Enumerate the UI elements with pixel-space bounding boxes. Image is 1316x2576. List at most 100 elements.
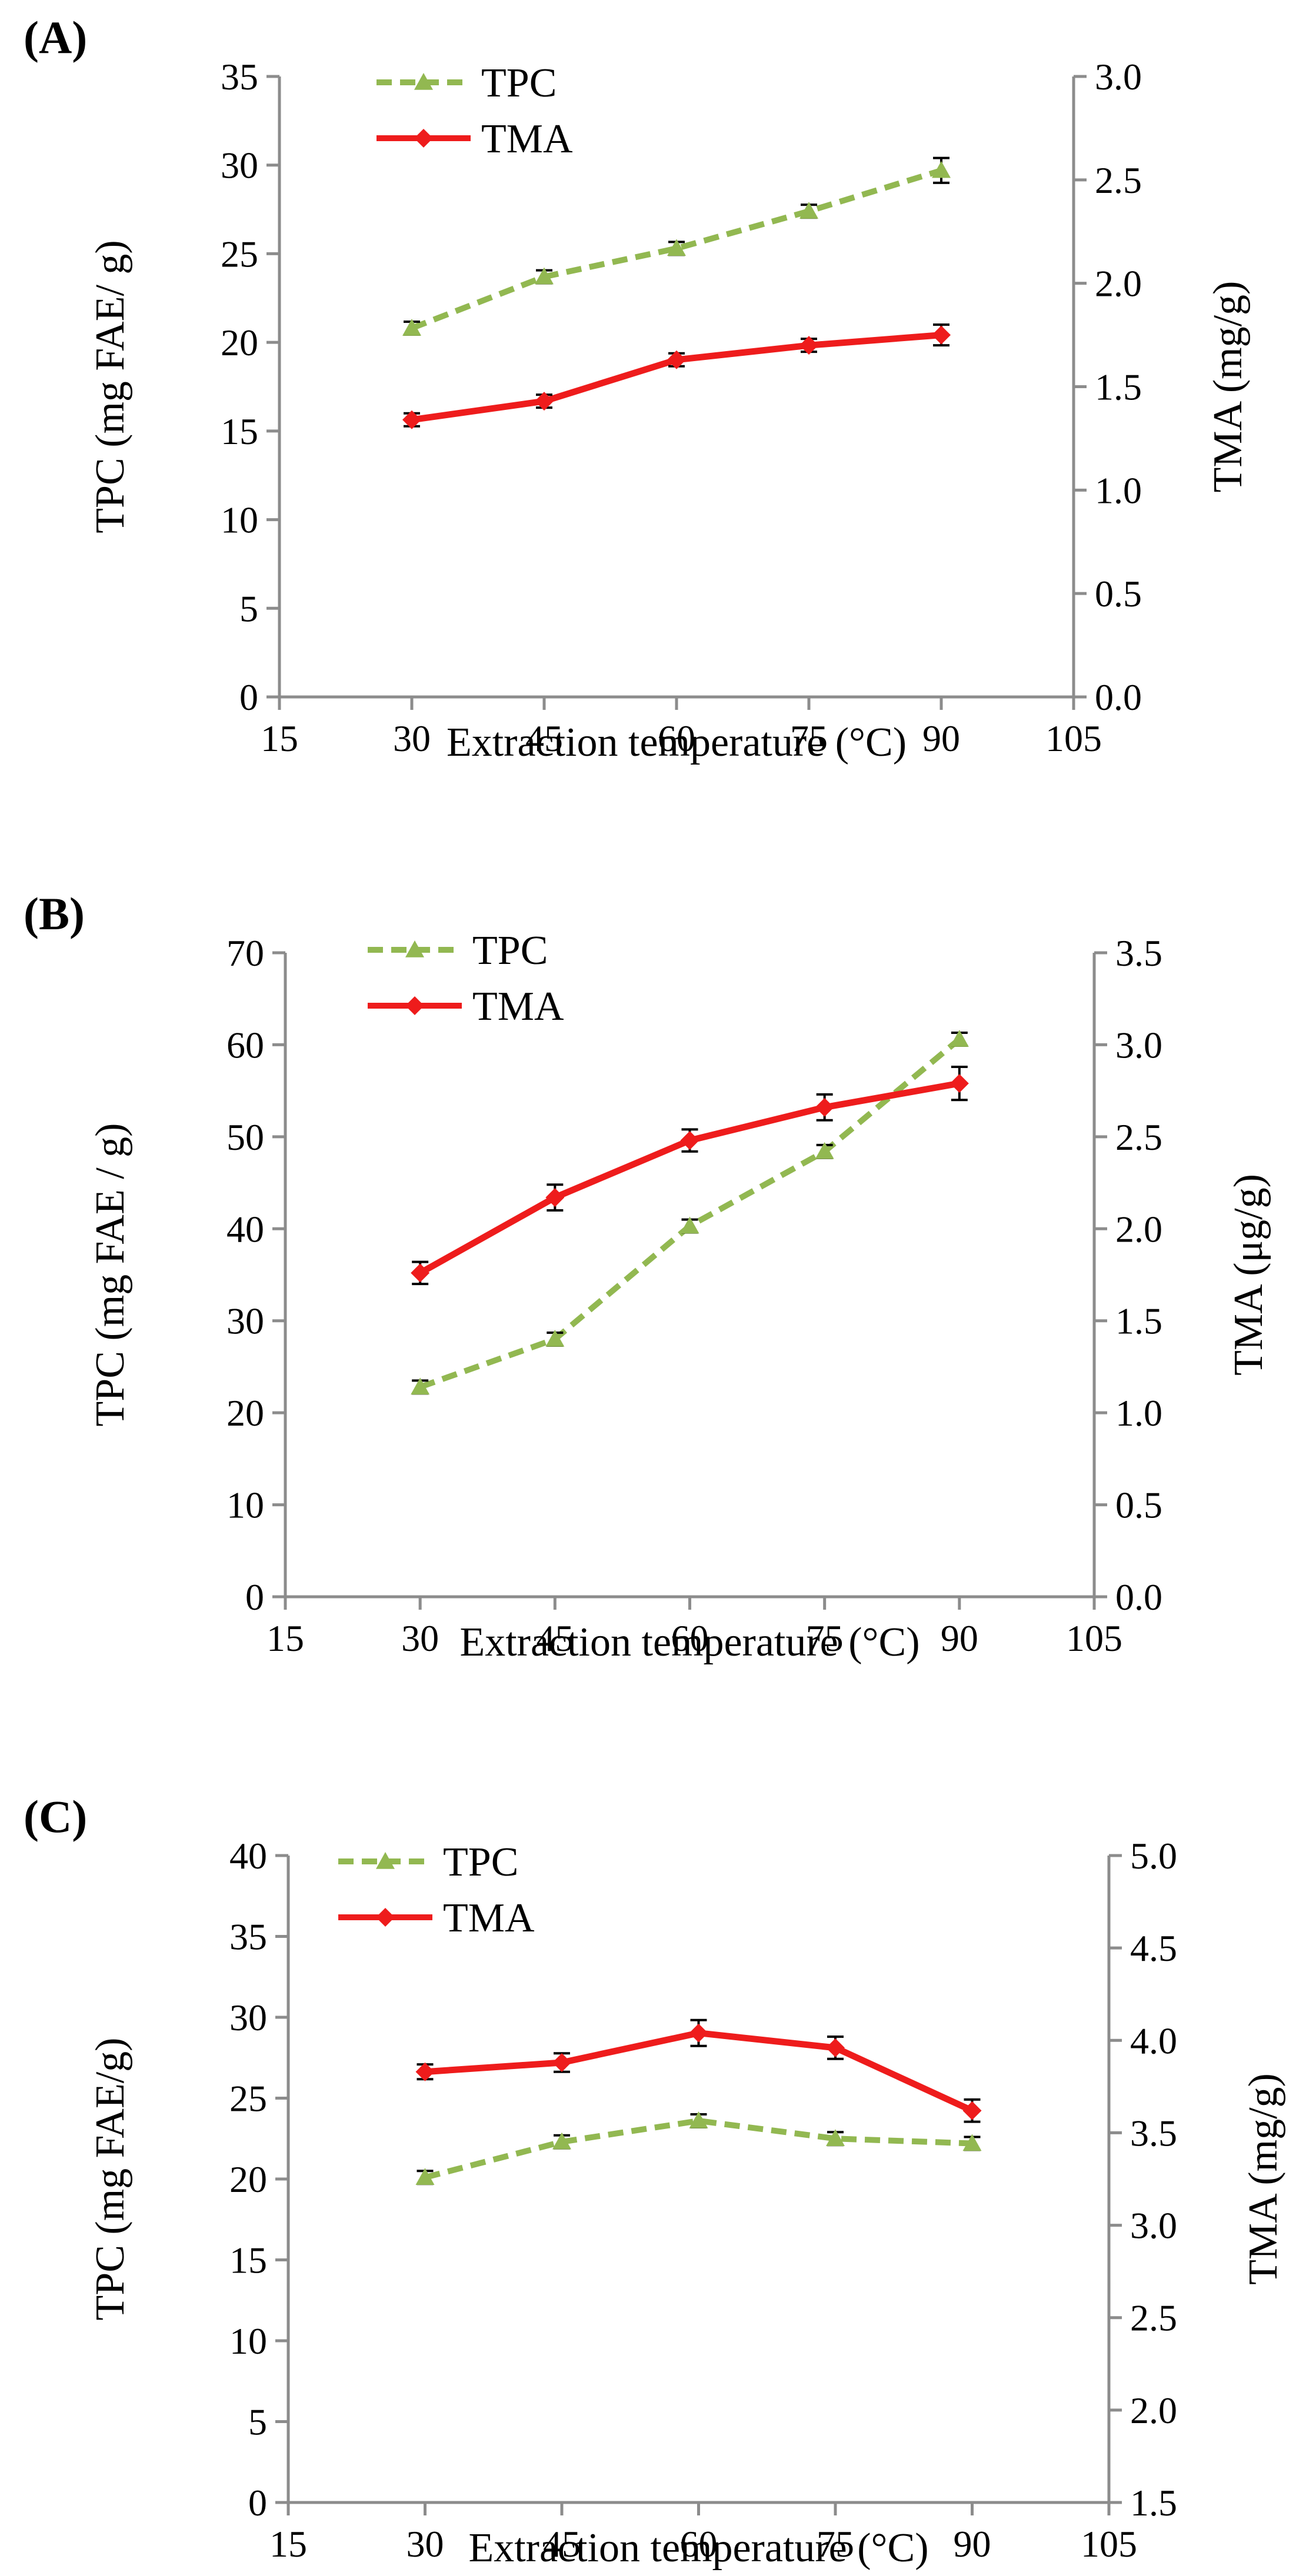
y-tick-label: 35 xyxy=(221,56,258,98)
y-tick-label: 20 xyxy=(229,2158,267,2200)
y2-axis-title: TMA (mg/g) xyxy=(1241,2073,1286,2285)
y2-tick-label: 0.5 xyxy=(1095,573,1142,615)
y2-tick-label: 2.0 xyxy=(1095,263,1142,305)
x-tick-label: 15 xyxy=(266,1617,304,1659)
y-tick-label: 0 xyxy=(245,1576,264,1618)
y2-tick-label: 1.0 xyxy=(1095,469,1142,511)
y-tick-label: 20 xyxy=(226,1392,264,1434)
y2-tick-label: 1.0 xyxy=(1115,1392,1162,1434)
tpc-legend-marker xyxy=(414,73,433,90)
tpc-point-marker xyxy=(932,161,951,178)
tpc-series-line xyxy=(424,2118,972,2181)
tma-point-marker xyxy=(932,325,951,345)
x-tick-label: 90 xyxy=(954,2523,991,2565)
y-tick-label: 0 xyxy=(239,676,258,718)
tpc-legend-marker xyxy=(376,1852,395,1869)
y2-tick-label: 1.5 xyxy=(1130,2482,1177,2524)
y-tick-label: 15 xyxy=(221,411,258,452)
x-tick-label: 30 xyxy=(401,1617,439,1659)
tma-point-marker xyxy=(815,1097,834,1117)
tma-point-marker xyxy=(680,1131,699,1150)
tma-series-line xyxy=(411,332,942,423)
tma-legend-marker xyxy=(376,1908,395,1927)
y-axis-title: TPC (mg FAE / g) xyxy=(88,1123,133,1427)
y2-tick-label: 0.5 xyxy=(1115,1484,1162,1526)
x-tick-label: 30 xyxy=(393,718,431,759)
y-axis-title: TPC (mg FAE/g) xyxy=(88,2038,133,2321)
y-tick-label: 60 xyxy=(226,1024,264,1066)
y-tick-label: 20 xyxy=(221,322,258,363)
tpc-legend-label: TPC xyxy=(443,1840,518,1885)
y-tick-label: 30 xyxy=(221,145,258,186)
tpc-point-marker xyxy=(535,267,554,285)
tpc-point-marker xyxy=(962,2134,982,2151)
tma-point-marker xyxy=(949,1074,969,1093)
x-tick-label: 75 xyxy=(817,2523,854,2565)
tma-point-marker xyxy=(545,1188,565,1207)
y-tick-label: 5 xyxy=(239,588,258,629)
panel-label: (C) xyxy=(24,1791,87,1842)
tpc-point-marker xyxy=(667,239,686,256)
x-tick-label: 90 xyxy=(941,1617,978,1659)
y2-axis-title: TMA (μg/g) xyxy=(1226,1174,1271,1376)
y-tick-label: 40 xyxy=(229,1835,267,1877)
y-tick-label: 10 xyxy=(226,1484,264,1526)
x-tick-label: 60 xyxy=(658,718,695,759)
y-tick-label: 15 xyxy=(229,2240,267,2281)
y2-tick-label: 4.0 xyxy=(1130,2020,1177,2061)
tpc-legend-label: TPC xyxy=(472,928,548,973)
tpc-point-marker xyxy=(415,2168,435,2185)
panel-label: (B) xyxy=(24,888,85,939)
tma-point-marker xyxy=(667,350,686,369)
x-tick-label: 60 xyxy=(671,1617,709,1659)
tpc-legend-marker xyxy=(405,940,424,957)
x-tick-label: 105 xyxy=(1081,2523,1137,2565)
y2-tick-label: 2.5 xyxy=(1095,159,1142,201)
panel-a: (A) 0 5 10 15 20 25 30 35 0.0 0.5 1.0 1.5 2.0 2.5 3.0 15… xyxy=(24,12,1251,765)
y2-tick-label: 2.0 xyxy=(1130,2390,1177,2431)
x-tick-label: 45 xyxy=(536,1617,574,1659)
tpc-point-marker xyxy=(826,2129,845,2147)
tma-series-line xyxy=(418,1080,960,1276)
tma-legend-marker xyxy=(405,996,424,1015)
tma-legend-marker xyxy=(414,129,433,148)
tma-point-marker xyxy=(689,2023,708,2043)
tpc-point-marker xyxy=(411,1377,430,1395)
y-tick-label: 5 xyxy=(248,2401,267,2443)
tpc-point-marker xyxy=(552,2132,571,2150)
tpc-series-line xyxy=(419,1037,962,1390)
tma-point-marker xyxy=(799,336,818,355)
panel-c: (C) 0 5 10 15 20 25 30 35 40 1.5 2.0 2.5 3.0 3.5 4.0 4.5… xyxy=(24,1791,1286,2571)
y2-tick-label: 2.5 xyxy=(1115,1116,1162,1158)
y-tick-label: 0 xyxy=(248,2482,267,2524)
tpc-legend-label: TPC xyxy=(481,61,557,106)
x-tick-label: 105 xyxy=(1066,1617,1122,1659)
x-axis-title: Extraction temperature (°C) xyxy=(447,720,907,765)
y-tick-label: 10 xyxy=(229,2320,267,2362)
tma-point-marker xyxy=(552,2053,571,2072)
y2-tick-label: 1.5 xyxy=(1115,1300,1162,1342)
x-axis-title: Extraction temperature (°C) xyxy=(468,2525,928,2571)
y-tick-label: 30 xyxy=(226,1300,264,1342)
y2-tick-label: 3.0 xyxy=(1115,1024,1162,1066)
tpc-series-line xyxy=(411,168,942,331)
tpc-point-marker xyxy=(949,1030,969,1047)
tpc-point-marker xyxy=(545,1330,565,1347)
y2-tick-label: 0.0 xyxy=(1095,676,1142,718)
y-tick-label: 10 xyxy=(221,499,258,541)
y2-tick-label: 1.5 xyxy=(1095,366,1142,408)
panel-label: (A) xyxy=(24,12,87,63)
y2-tick-label: 0.0 xyxy=(1115,1576,1162,1618)
y2-tick-label: 3.0 xyxy=(1130,2205,1177,2247)
tma-point-marker xyxy=(411,1263,430,1283)
x-tick-label: 105 xyxy=(1045,718,1102,759)
x-tick-label: 75 xyxy=(806,1617,844,1659)
y-axis-title: TPC (mg FAE/ g) xyxy=(88,240,133,533)
x-tick-label: 15 xyxy=(261,718,298,759)
x-axis-title: Extraction temperature (°C) xyxy=(459,1620,919,1665)
x-tick-label: 45 xyxy=(525,718,563,759)
tma-point-marker xyxy=(962,2101,982,2120)
x-tick-label: 15 xyxy=(269,2523,307,2565)
tma-point-marker xyxy=(535,392,554,411)
tma-point-marker xyxy=(402,410,421,429)
